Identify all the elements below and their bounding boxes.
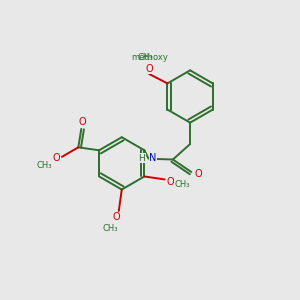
Text: O: O (112, 212, 120, 223)
Text: CH₃: CH₃ (36, 161, 52, 170)
Text: H: H (138, 154, 145, 163)
Text: O: O (146, 64, 154, 74)
Text: O: O (167, 177, 174, 187)
Text: CH₃: CH₃ (138, 53, 153, 62)
Text: methoxy: methoxy (131, 53, 168, 62)
Text: O: O (78, 117, 86, 127)
Text: CH₃: CH₃ (102, 224, 118, 233)
Text: N: N (149, 153, 157, 163)
Text: CH₃: CH₃ (175, 180, 190, 189)
Text: O: O (53, 153, 60, 163)
Text: O: O (194, 169, 202, 179)
